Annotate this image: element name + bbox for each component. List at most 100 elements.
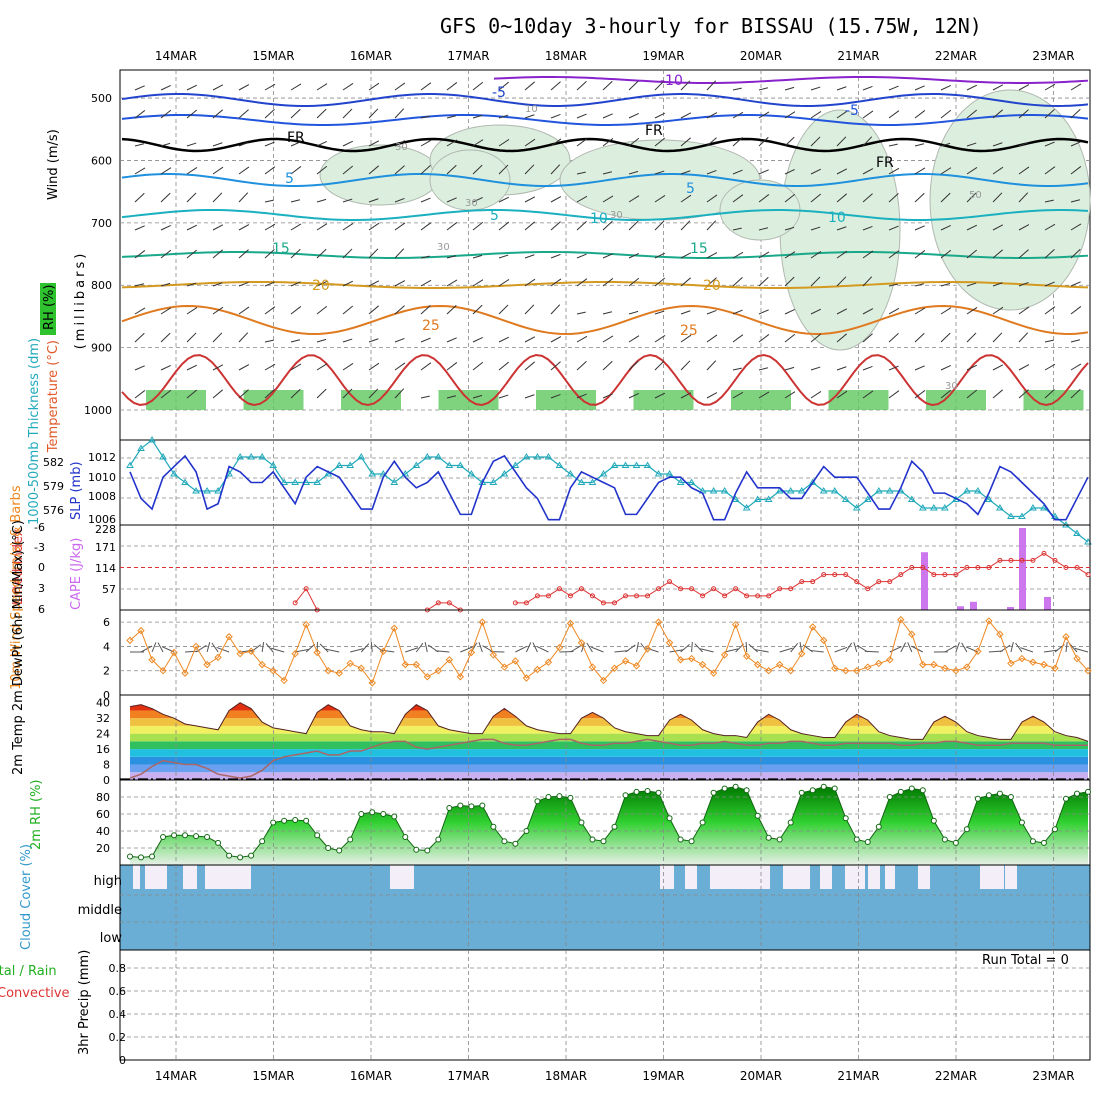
wind-barb <box>784 169 795 175</box>
wind10-point <box>720 651 729 659</box>
wind10-tick-label: 6 <box>103 616 110 629</box>
rh-point <box>930 817 937 824</box>
thickness-point <box>1018 512 1026 519</box>
wind-barb <box>1044 281 1055 287</box>
wind10-barb <box>250 644 261 653</box>
lifted-index-point <box>722 593 728 599</box>
cloud-high-block <box>205 865 217 889</box>
wind-barb <box>862 308 874 315</box>
wind-barb <box>134 192 145 203</box>
wind-barb <box>758 367 769 371</box>
wind10-barb <box>415 642 424 653</box>
wind10-point <box>170 648 178 657</box>
wind10-barb <box>319 643 329 653</box>
wind-barb <box>940 109 952 119</box>
wind10-barb <box>636 642 639 653</box>
wind-barb <box>316 281 327 287</box>
top-date-label: 21MAR <box>837 49 879 63</box>
wind10-barb <box>864 650 879 653</box>
temperature-contour <box>493 76 1089 84</box>
wind-barb <box>1018 84 1030 91</box>
cloud-high-block <box>845 865 865 889</box>
wind-barb <box>836 110 848 119</box>
wind10-point <box>731 620 740 629</box>
lifted-index-tick-label: 3 <box>38 582 45 595</box>
rh-point <box>743 787 750 794</box>
wind-barb <box>394 388 405 399</box>
wind-barb <box>810 168 822 175</box>
wind-barb <box>758 227 769 231</box>
wind-barb <box>654 360 665 371</box>
wind-barb <box>446 115 457 119</box>
wind-barb <box>992 282 1003 287</box>
rh-point <box>171 832 178 839</box>
wind-barb <box>758 334 770 343</box>
wind-barb <box>784 309 795 315</box>
lifted-index-cape-panel: -6 -3 0 3 6 228 171 114 57 <box>34 521 1091 616</box>
rh-point <box>512 840 519 847</box>
wind-barb <box>576 311 586 315</box>
chart-title: GFS 0~10day 3-hourly for BISSAU (15.75W,… <box>440 14 982 38</box>
wind10-point <box>853 667 861 675</box>
wind10-point <box>379 647 387 655</box>
pressure-tick-label: 900 <box>91 342 112 355</box>
bottom-date-label: 18MAR <box>545 1069 587 1083</box>
wind-barb <box>342 305 354 315</box>
wind-barb <box>628 277 640 287</box>
wind-barb <box>264 83 276 91</box>
rh-point <box>677 836 684 843</box>
wind-barb <box>602 360 613 371</box>
rh-point <box>941 836 948 843</box>
rh-point <box>292 816 299 823</box>
rh-point <box>457 802 464 809</box>
thickness-point <box>159 453 167 460</box>
precip-frame <box>119 949 1091 1061</box>
wind10-point <box>775 660 784 669</box>
wind10-tick-label: 0 <box>103 689 110 702</box>
wind-barb <box>238 364 250 371</box>
rh2m-panel: 80 60 40 20 <box>96 779 1091 866</box>
temperature-contour <box>121 93 1089 108</box>
wind-barb <box>966 192 977 203</box>
wind10-point <box>291 650 299 658</box>
thickness-point <box>1007 512 1015 519</box>
rh-point <box>578 819 585 826</box>
wind-barb <box>758 136 769 147</box>
wind-barb <box>940 192 951 203</box>
wind10-point <box>423 673 432 681</box>
rh-point <box>556 793 563 800</box>
wind-barb <box>966 389 978 399</box>
thickness-point <box>709 487 718 494</box>
wind-barb <box>602 138 614 147</box>
slp-line <box>129 454 1089 521</box>
wind-barb <box>654 112 666 119</box>
wind-barb <box>238 249 249 259</box>
bottom-date-label: 14MAR <box>155 1069 197 1083</box>
wind-barb <box>524 304 535 315</box>
contour-label: 15 <box>690 241 708 257</box>
top-date-label: 16MAR <box>350 49 392 63</box>
temp-band <box>130 710 1088 719</box>
wind-barb <box>862 250 874 259</box>
wind10-barb <box>900 642 907 653</box>
wind-barb <box>862 276 873 287</box>
wind-barb <box>836 390 848 399</box>
bottom-date-label: 22MAR <box>935 1069 977 1083</box>
contour-label: 50 <box>969 190 982 201</box>
wind10-barb <box>625 644 636 653</box>
wind10-point <box>599 676 608 685</box>
wind-barb <box>888 365 899 371</box>
rh-point <box>864 839 871 846</box>
wind10-point <box>654 618 663 626</box>
wind10-point <box>126 636 134 645</box>
rh-point <box>688 838 695 845</box>
rh-point <box>248 852 255 859</box>
wind-barb <box>758 309 769 315</box>
rh-shading <box>929 89 1091 311</box>
thickness-point <box>181 478 189 485</box>
wind-barb <box>784 366 795 371</box>
wind-barb <box>290 141 301 147</box>
wind10-point <box>192 642 200 651</box>
wind10-point <box>786 667 795 675</box>
rh-point <box>303 817 310 824</box>
